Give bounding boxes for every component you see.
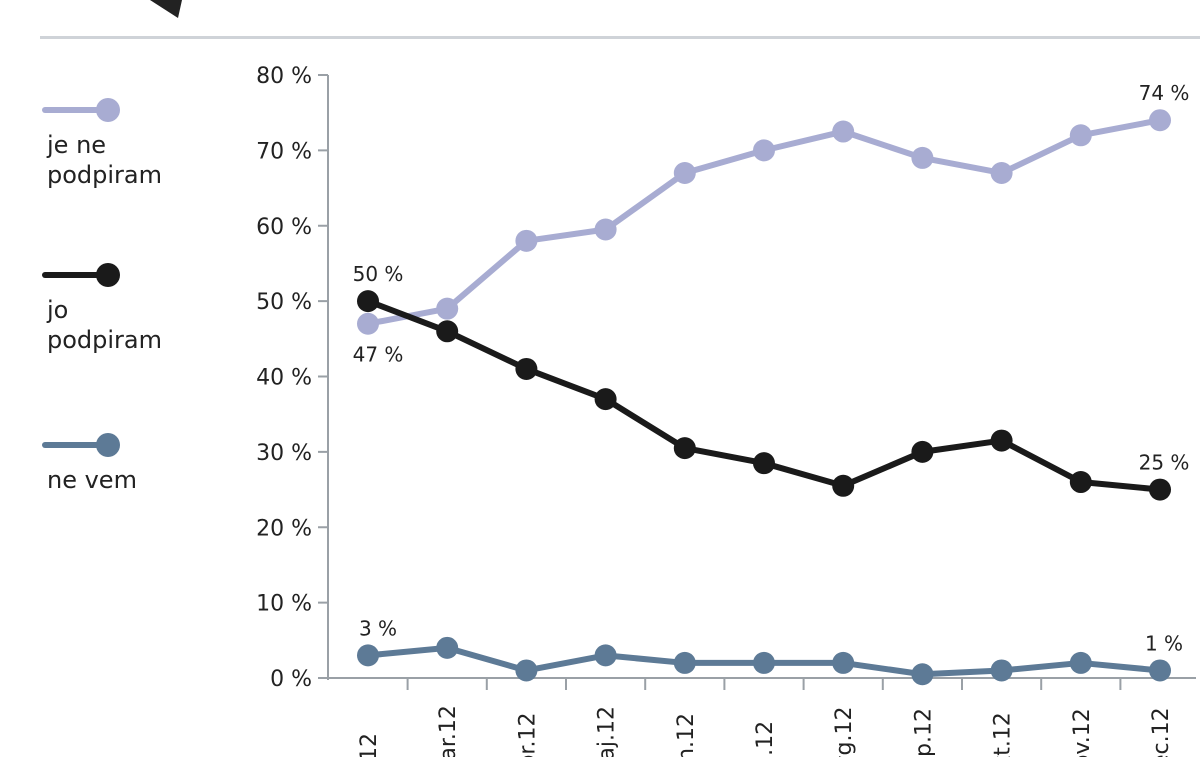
y-tick-label: 70 % [256,139,312,164]
data-point [436,636,459,659]
x-tick-label: mar.12 [436,705,461,757]
data-point [515,229,538,252]
legend-label: ne vem [47,466,137,494]
data-point [1069,471,1092,494]
data-label: 3 % [359,616,397,640]
data-point [832,120,855,143]
data-point [911,146,934,169]
y-tick-label: 60 % [256,215,312,240]
data-point [515,659,538,682]
data-label: 47 % [353,343,404,367]
data-point [1069,651,1092,674]
legend-swatch-marker [96,263,120,287]
data-point [990,429,1013,452]
x-tick-label: sep.12 [911,708,936,757]
chart-series [357,109,1171,686]
legend-label: je ne [46,131,106,159]
data-point [753,651,775,674]
x-tick-label: maj.12 [595,706,620,757]
data-point [436,297,459,320]
chart-axes: 0 % 10 % 20 % 30 % 40 % 50 % 60 % 70 % 80 % b.12 m… [256,64,1196,757]
data-point [594,644,617,667]
x-tick-label: jun.12 [674,713,699,757]
chart-data-labels: 47 % 74 % 50 % 25 % 3 % 1 % [353,81,1190,655]
data-label: 50 % [353,262,404,286]
x-tick-label: avg.12 [832,707,857,757]
data-point [1149,659,1171,682]
data-point [436,320,459,343]
data-point [911,663,934,686]
x-tick-label: dec.12 [1149,707,1174,757]
legend-swatch-marker [96,433,120,457]
legend-swatch-marker [96,98,120,122]
data-label: 74 % [1139,81,1190,105]
x-tick-label: nov.12 [1070,708,1095,757]
y-tick-label: 10 % [256,592,312,617]
data-point [753,452,775,475]
y-tick-label: 30 % [256,441,312,466]
y-tick-label: 20 % [256,516,312,541]
data-point [1069,124,1092,147]
data-point [594,218,617,241]
data-point [594,388,617,411]
y-tick-label: 40 % [256,366,312,391]
data-point [515,357,538,380]
y-tick-label: 0 % [270,667,312,692]
data-point [1149,109,1171,132]
data-point [832,651,855,674]
data-point [990,659,1013,682]
data-point [357,312,379,335]
y-tick-label: 50 % [256,290,312,315]
legend-label: jo [46,296,68,324]
data-point [832,474,855,497]
data-label: 25 % [1139,451,1190,475]
x-tick-label: okt.12 [991,712,1016,757]
data-label: 1 % [1145,631,1183,655]
data-point [357,644,379,667]
y-tick-label: 80 % [256,64,312,89]
header-divider [40,36,1200,39]
data-point [1149,478,1171,501]
x-tick-label: jul.12 [753,721,778,757]
x-tick-label: apr.12 [515,713,540,757]
data-point [673,161,696,184]
data-point [753,139,775,162]
x-tick-label: b.12 [357,733,382,757]
legend-label: podpiram [47,161,162,189]
data-point [357,290,379,313]
header-corner-mark [150,0,182,18]
data-point [990,161,1013,184]
data-point [673,651,696,674]
data-point [911,440,934,463]
data-point [673,437,696,460]
legend-label: podpiram [47,326,162,354]
